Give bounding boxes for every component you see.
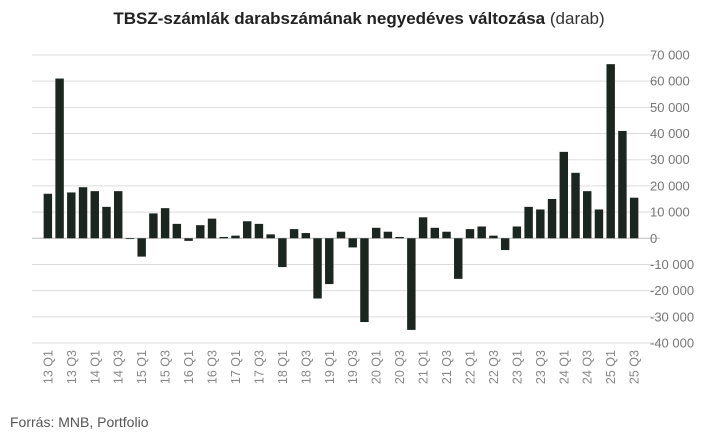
bar-22-q1	[465, 229, 475, 239]
x-tick-label: 25 Q3	[628, 350, 642, 384]
bar-24-q1	[559, 151, 568, 239]
chart-title: TBSZ-számlák darabszámának negyedéves vá…	[0, 9, 718, 29]
bar-20-q4	[407, 238, 416, 330]
bar-20-q2	[383, 231, 393, 239]
bar-23-q4	[547, 199, 557, 239]
x-axis: 13 Q1 13 Q3 14 Q1 14 Q3 15 Q1 15 Q3 16 Q1 16 Q3…	[41, 350, 641, 384]
x-tick-label: 24 Q3	[581, 350, 595, 384]
bar-24-q4	[594, 209, 604, 239]
bar-18-q3	[301, 233, 311, 239]
source-note: Forrás: MNB, Portfolio	[10, 414, 149, 430]
y-tick-label: -30 000	[650, 309, 694, 324]
x-tick-label: 13 Q3	[65, 350, 79, 384]
bar-23-q1	[512, 226, 522, 239]
x-tick-label: 14 Q3	[112, 350, 126, 384]
bar-15-q2	[149, 213, 158, 239]
bar-23-q3	[536, 209, 545, 239]
bar-14-q2	[102, 206, 111, 239]
x-tick-label: 15 Q1	[135, 350, 149, 384]
bar-16-q2	[196, 225, 205, 239]
x-tick-label: 19 Q3	[346, 350, 360, 384]
bar-14-q1	[90, 191, 99, 239]
bar-13-q1	[43, 193, 53, 239]
bar-22-q4	[500, 238, 510, 251]
bar-17-q1	[231, 235, 240, 239]
bar-21-q3	[442, 231, 451, 239]
bar-17-q2	[242, 221, 252, 239]
y-tick-label: 40 000	[650, 126, 690, 141]
bar-23-q2	[524, 206, 533, 239]
y-tick-label: 70 000	[650, 48, 690, 63]
bar-15-q1	[137, 238, 146, 257]
x-tick-label: 20 Q3	[393, 350, 407, 384]
x-tick-label: 22 Q3	[487, 350, 501, 384]
bar-21-q4	[454, 238, 463, 279]
bar-15-q3	[160, 208, 170, 239]
y-tick-label: 30 000	[650, 152, 690, 167]
x-tick-label: 23 Q3	[534, 350, 548, 384]
x-tick-label: 15 Q3	[159, 350, 173, 384]
bar-14-q3	[113, 191, 123, 239]
bar-16-q3	[207, 218, 217, 239]
x-tick-label: 18 Q3	[299, 350, 313, 384]
bar-18-q2	[289, 229, 299, 239]
bar-19-q2	[336, 231, 346, 239]
x-tick-label: 17 Q3	[252, 350, 266, 384]
y-tick-label: -20 000	[650, 283, 694, 298]
bar-13-q4	[78, 187, 88, 239]
bar-13-q2	[55, 78, 64, 239]
x-tick-label: 22 Q1	[463, 350, 477, 384]
bar-21-q2	[430, 227, 440, 239]
y-tick-label: 20 000	[650, 178, 690, 193]
bar-18-q4	[313, 238, 322, 299]
bar-19-q1	[325, 238, 334, 285]
bar-19-q3	[348, 238, 357, 248]
bar-25-q3	[629, 197, 639, 239]
y-tick-label: 0	[650, 231, 657, 246]
bar-22-q2	[477, 226, 486, 239]
x-tick-label: 16 Q1	[182, 350, 196, 384]
bar-25-q2	[618, 130, 627, 239]
x-tick-label: 25 Q1	[604, 350, 618, 384]
bar-24-q3	[583, 191, 592, 239]
x-tick-label: 13 Q1	[41, 350, 55, 384]
x-tick-label: 24 Q1	[557, 350, 571, 384]
x-tick-label: 17 Q1	[229, 350, 243, 384]
bar-20-q3	[395, 236, 404, 239]
x-tick-label: 21 Q3	[440, 350, 454, 384]
x-tick-label: 19 Q1	[323, 350, 337, 384]
x-tick-label: 16 Q3	[206, 350, 220, 384]
y-tick-label: 10 000	[650, 205, 690, 220]
bar-22-q3	[489, 235, 498, 239]
y-tick-label: -10 000	[650, 257, 694, 272]
bar-14-q4	[125, 238, 135, 240]
bar-15-q4	[172, 223, 182, 239]
chart-title-unit: (darab)	[549, 9, 605, 28]
bar-19-q4	[360, 238, 369, 323]
bar-chart: 70 000 60 000 50 000 40 000 30 000 20 000 10 0…	[32, 48, 694, 384]
x-tick-label: 23 Q1	[510, 350, 524, 384]
y-axis: 70 000 60 000 50 000 40 000 30 000 20 000 10 0…	[650, 48, 694, 351]
bar-16-q1	[184, 238, 193, 241]
y-tick-label: -40 000	[650, 336, 694, 351]
bar-21-q1	[418, 217, 428, 239]
y-tick-label: 60 000	[650, 74, 690, 89]
bar-20-q1	[371, 227, 381, 239]
bar-13-q3	[67, 192, 76, 239]
bar-16-q4	[219, 236, 228, 239]
bar-24-q2	[571, 172, 580, 239]
bars	[43, 64, 639, 330]
x-tick-label: 20 Q1	[370, 350, 384, 384]
bar-25-q1	[606, 64, 615, 239]
x-tick-label: 18 Q1	[276, 350, 290, 384]
y-tick-label: 50 000	[650, 100, 690, 115]
bar-18-q1	[278, 238, 287, 268]
chart-title-main: TBSZ-számlák darabszámának negyedéves vá…	[113, 9, 546, 28]
x-tick-label: 14 Q1	[88, 350, 102, 384]
bar-17-q4	[266, 234, 275, 239]
bar-17-q3	[254, 223, 264, 239]
x-tick-label: 21 Q1	[417, 350, 431, 384]
